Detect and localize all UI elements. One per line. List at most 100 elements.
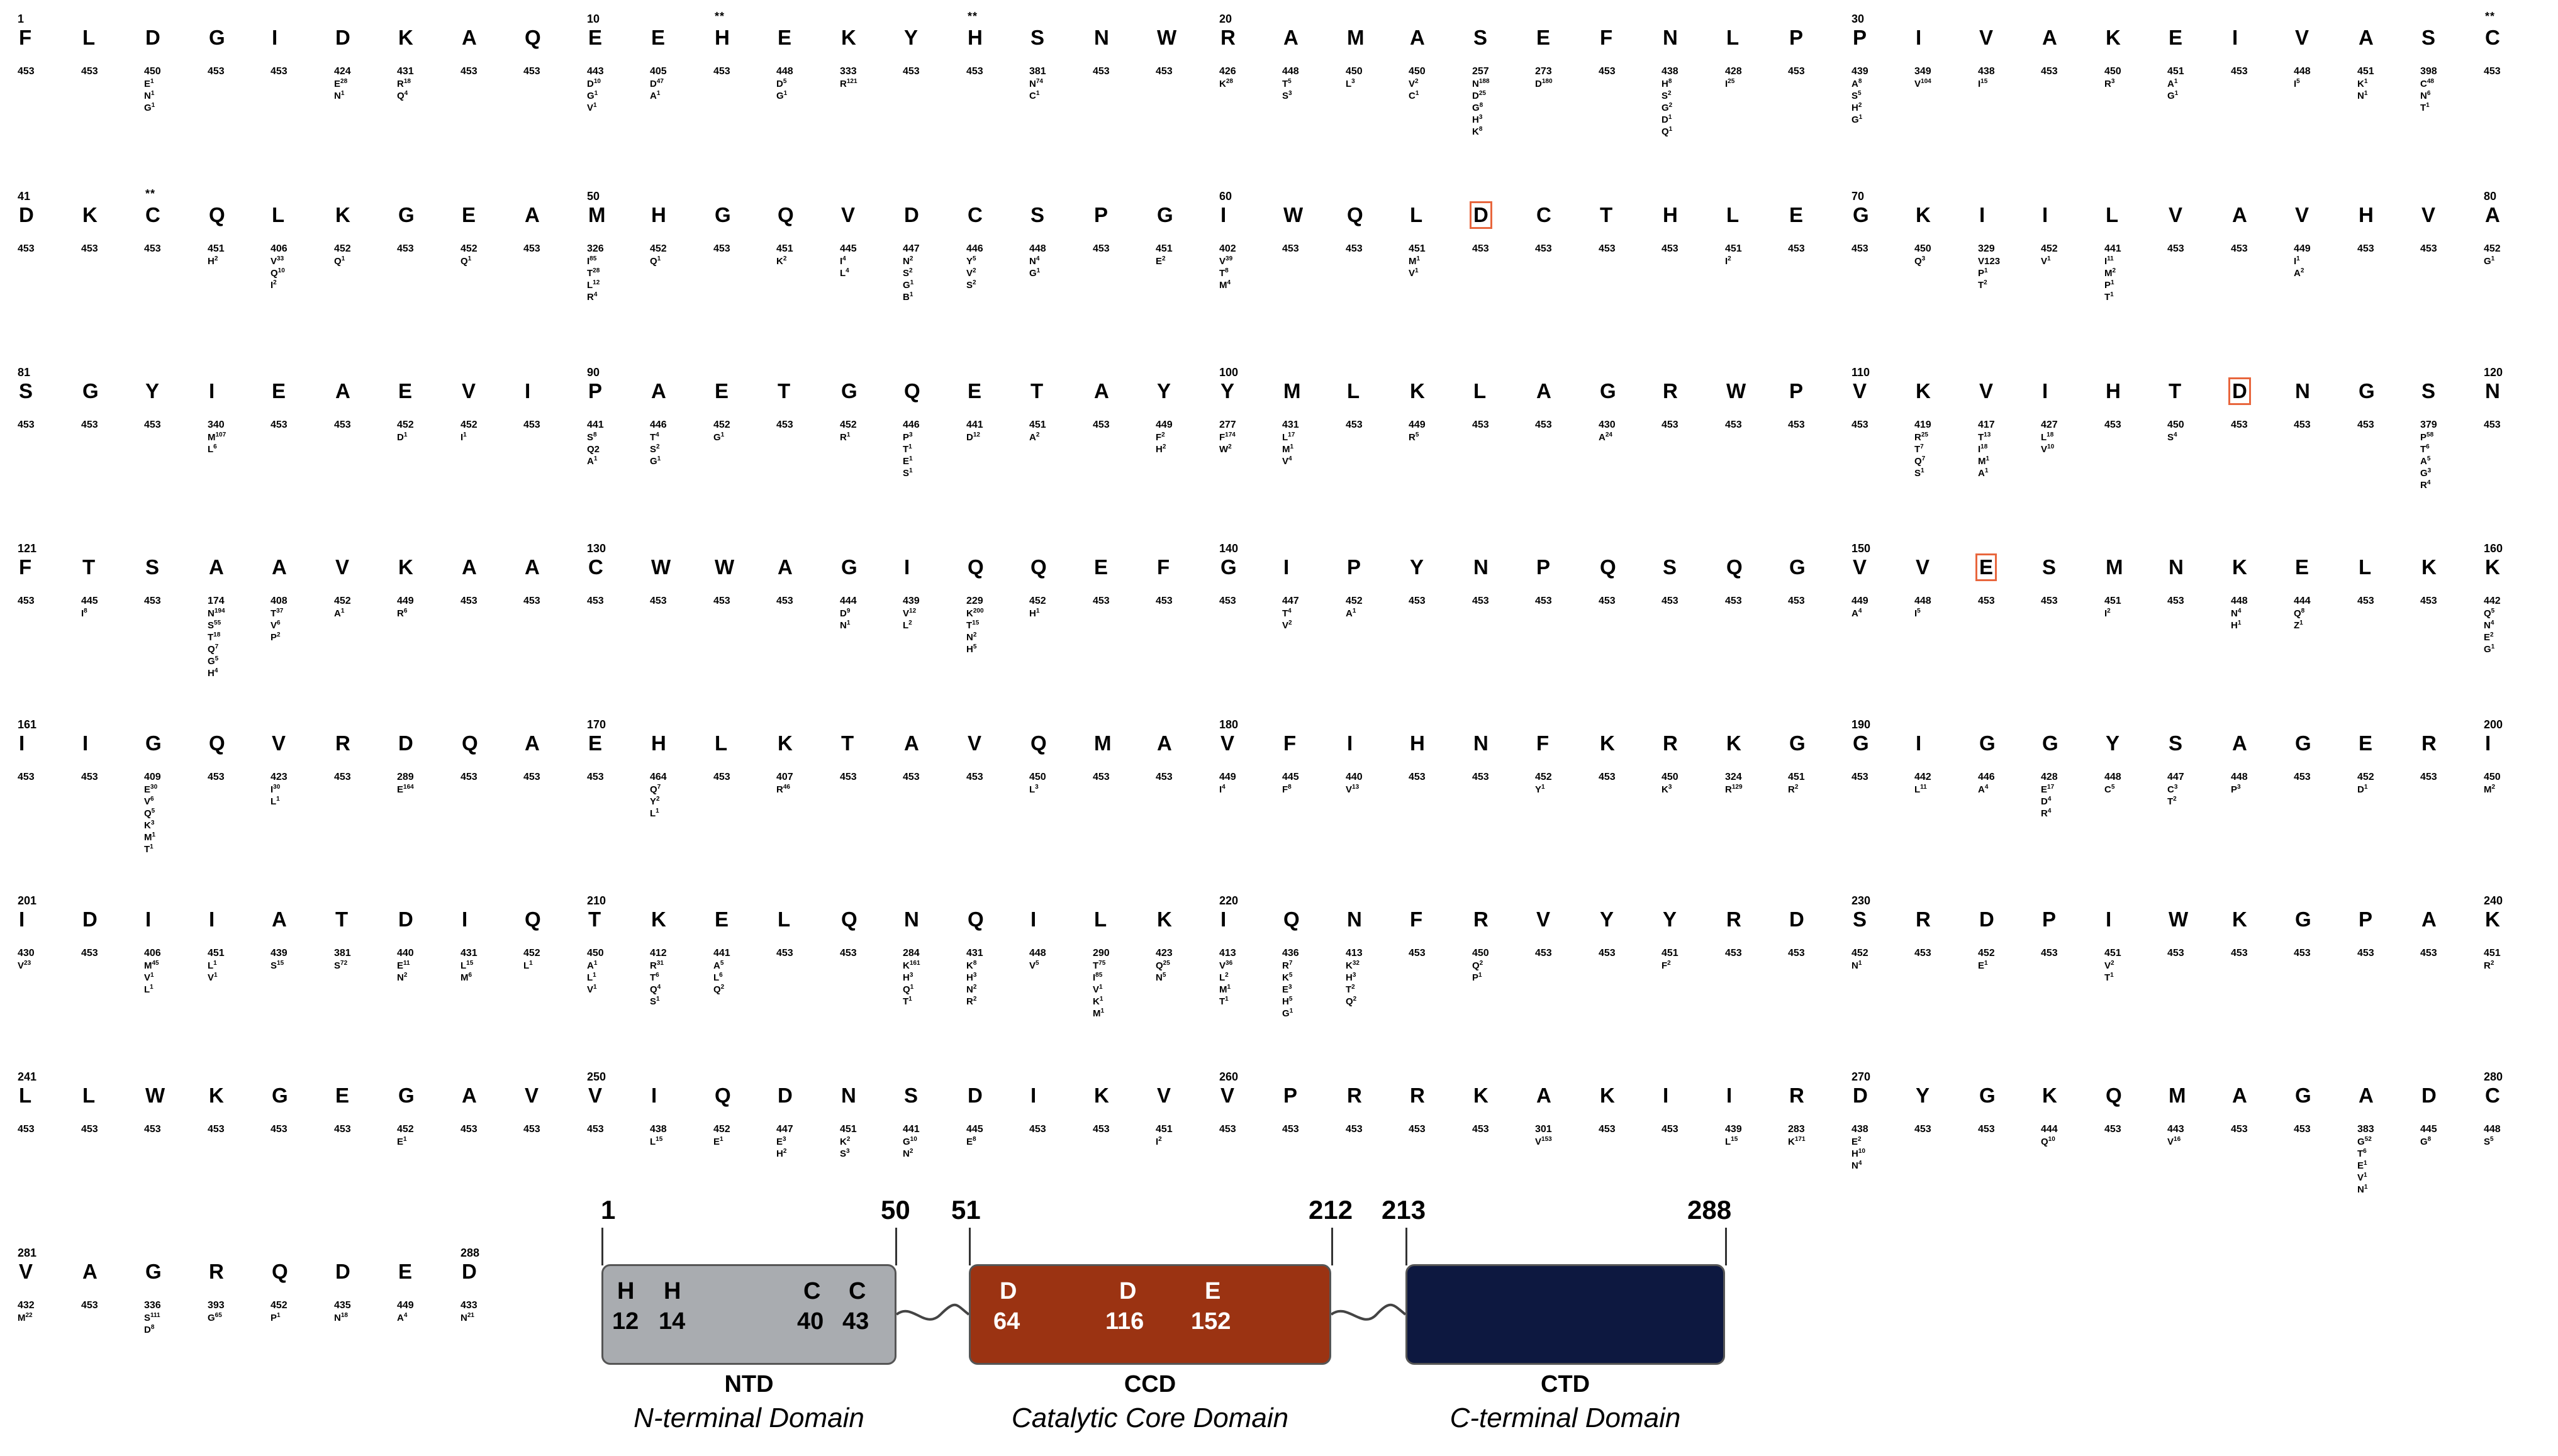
catalytic-residue-letter: D (1470, 201, 1492, 229)
residue-position-number: 30 (1851, 13, 1865, 25)
residue-letter: G (2042, 731, 2058, 755)
residue-letter: T (841, 731, 854, 755)
variant-list: T5 S3 (1282, 78, 1292, 102)
consensus-count: 453 (2041, 66, 2058, 77)
consensus-count: 453 (1788, 948, 1805, 959)
variant-entry: S4 (2167, 431, 2177, 443)
variant-list: P3 (2231, 784, 2241, 796)
variant-list: R7 K5 E3 H5 G1 (1282, 960, 1293, 1020)
variant-entry: H2 (1156, 443, 1166, 455)
variant-list: V2 T1 (2104, 960, 2114, 984)
residue-letter: W (1283, 203, 1304, 226)
residue-letter: A (2485, 203, 2500, 226)
residue-cell: 250 V 453 (583, 1070, 644, 1240)
residue-letter: G (1789, 555, 1806, 579)
residue-cell: G 453 (2290, 1070, 2350, 1240)
variant-entry: I1 (2294, 255, 2300, 267)
residue-cell: A 453 (2227, 1070, 2287, 1240)
consensus-count: 444 (840, 596, 857, 606)
variant-entry: A1 (1978, 467, 1989, 479)
variant-list: F2 (1662, 960, 1671, 972)
ccd-residue-pos: 152 (1191, 1308, 1231, 1335)
consensus-count: 446 (903, 420, 920, 430)
residue-cell: W 453 (710, 542, 770, 712)
consensus-count: 453 (1788, 66, 1805, 77)
variant-entry: H5 (1282, 996, 1293, 1008)
residue-letter: A (1410, 26, 1425, 49)
variant-entry: D10 (587, 78, 601, 90)
residue-letter: Y (1600, 908, 1614, 931)
residue-letter: P (2359, 908, 2373, 931)
ntd-residue-aa: H (664, 1278, 681, 1304)
variant-list: P3 T1 E1 S1 (903, 431, 913, 479)
residue-letter: A (1536, 1084, 1551, 1107)
residue-letter: F (1157, 555, 1170, 579)
consensus-count: 398 (2420, 66, 2437, 77)
residue-letter: V (841, 203, 856, 226)
residue-letter: A (904, 731, 919, 755)
residue-letter: I (272, 26, 278, 49)
residue-cell: Y 453 (140, 366, 201, 536)
sequence-row: 281 V 432 M22 A 453 G 336 S111 D8 R 393 G65 Q 452 P1 D 43… (14, 1247, 2543, 1416)
consensus-count: 452 (271, 1300, 288, 1311)
variant-entry: T15 (966, 620, 980, 631)
residue-cell: 161 I 453 (14, 718, 74, 888)
residue-letter: E (1536, 26, 1551, 49)
variant-list: S8 Q2 A1 (587, 431, 600, 467)
residue-cell: K 333 R121 (836, 13, 896, 182)
residue-letter: Q (272, 1260, 288, 1283)
residue-cell: K 444 Q10 (2037, 1070, 2097, 1240)
variant-entry: M22 (18, 1312, 33, 1324)
consensus-count: 445 (2420, 1124, 2437, 1135)
variant-entry: R4 (2420, 479, 2431, 491)
consensus-count: 453 (650, 596, 667, 606)
consensus-count: 453 (461, 772, 478, 782)
consensus-count: 453 (1535, 596, 1552, 606)
variant-entry: Q5 (2484, 608, 2495, 620)
residue-cell: G 453 (204, 13, 264, 182)
consensus-count: 447 (1282, 596, 1299, 606)
consensus-count: 451 (776, 243, 793, 254)
consensus-count: 453 (1535, 243, 1552, 254)
variant-list: V1 (2041, 255, 2051, 267)
consensus-count: 452 (397, 420, 414, 430)
residue-cell: H 464 Q7 Y2 L1 (646, 718, 707, 888)
consensus-count: 453 (1914, 1124, 1931, 1135)
residue-cell: Q 453 (457, 718, 517, 888)
variant-entry: D4 (2041, 796, 2052, 808)
variant-entry: Q2 (587, 444, 600, 455)
residue-cell: G 451 E2 (1152, 190, 1212, 360)
residue-letter: G (1979, 731, 1996, 755)
residue-cell: E 273 D180 (1531, 13, 1592, 182)
residue-cell: I 451 L1 V1 (204, 894, 264, 1064)
residue-position-number: 220 (1219, 894, 1239, 907)
variant-entry: S5 (1851, 90, 1862, 102)
consensus-count: 453 (2484, 66, 2501, 77)
residue-letter: W (1726, 379, 1746, 403)
variant-list: D1 (397, 431, 407, 443)
consensus-count: 402 (1219, 243, 1236, 254)
variant-entry: I85 (587, 255, 597, 267)
consensus-count: 453 (1472, 772, 1489, 782)
residue-cell: W 453 (1278, 190, 1339, 360)
catalytic-residue-letter: E (1975, 553, 1997, 581)
residue-letter: Y (2106, 731, 2120, 755)
variant-entry: R6 (397, 608, 408, 620)
consensus-count: 450 (1914, 243, 1931, 254)
residue-letter: T (82, 555, 96, 579)
variant-entry: T2 (1346, 984, 1355, 996)
variant-list: E1 (397, 1136, 407, 1148)
consensus-count: 451 (1156, 243, 1173, 254)
residue-cell: A 453 (330, 366, 391, 536)
residue-letter: K (841, 26, 856, 49)
variant-list: Y1 (1535, 784, 1545, 796)
variant-list: E17 D4 R4 (2041, 784, 2054, 820)
residue-letter: D (1979, 908, 1994, 931)
variant-entry: E1 (397, 1136, 407, 1148)
variant-entry: D1 (397, 431, 408, 443)
variant-entry: A1 (1346, 608, 1356, 620)
sequence-row: 81 S 453 G 453 Y 453 I 340 M107 L6 E 453 A 453 E 452 D1 V 4… (14, 366, 2543, 536)
variant-entry: R129 (1725, 784, 1743, 796)
variant-list: K2 (776, 255, 786, 267)
residue-cell: A 453 (520, 718, 580, 888)
